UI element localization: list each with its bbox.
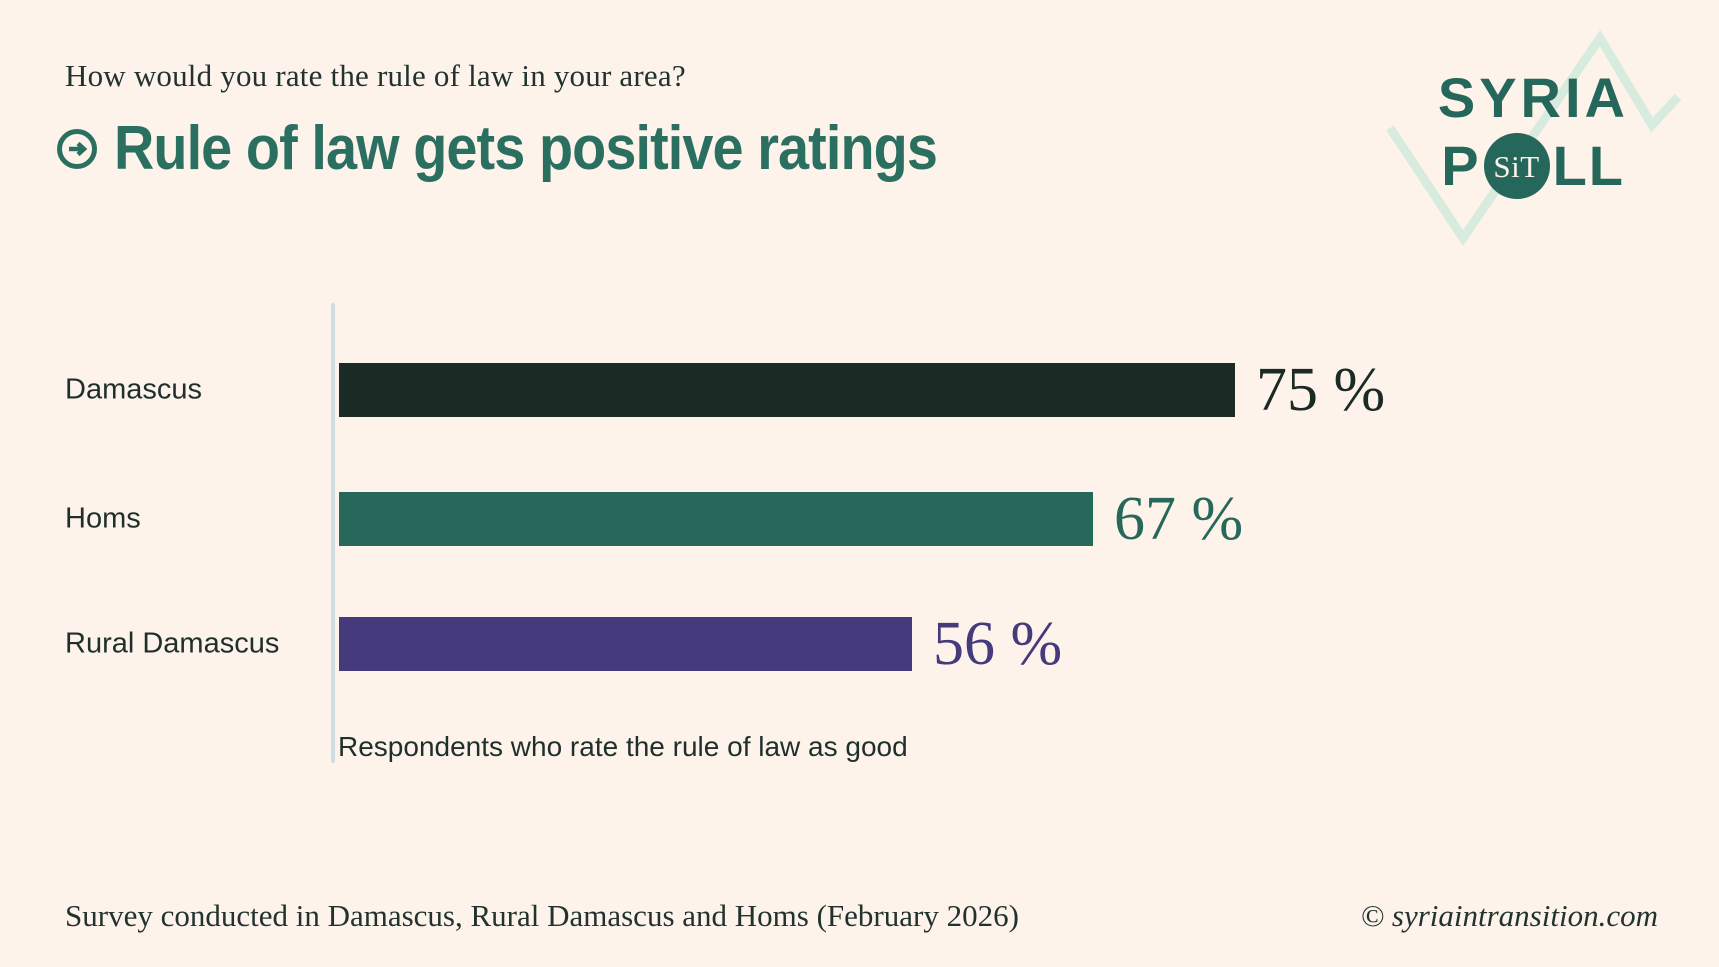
value-label: 67 % [1114,485,1244,553]
category-label: Damascus [65,373,202,406]
logo-letter-p: P [1441,134,1481,197]
sit-badge-label: SiT [1493,148,1540,184]
survey-question: How would you rate the rule of law in yo… [65,58,686,93]
sit-badge: SiT [1483,133,1550,199]
logo-letters-ll: LL [1552,134,1625,197]
chart-caption: Respondents who rate the rule of law as … [338,731,908,762]
survey-note: Survey conducted in Damascus, Rural Dama… [65,898,1019,933]
logo-word-syria: SYRIA [1437,66,1629,129]
category-label: Rural Damascus [65,627,280,660]
brand-logo: SYRIA P SiT LL [1438,70,1625,199]
value-label: 75 % [1256,356,1386,424]
y-axis-line [331,303,335,763]
bar [339,363,1235,417]
headline-row: Rule of law gets positive ratings [56,118,1028,180]
circled-right-arrow-icon [57,129,97,169]
bar [339,492,1093,546]
value-label: 56 % [933,610,1063,678]
copyright-credit: © syriaintransition.com [1360,898,1658,933]
zigzag-line-icon [1386,29,1682,246]
headline: Rule of law gets positive ratings [114,114,938,183]
logo-word-poll: P SiT LL [1441,133,1625,199]
bar [339,617,912,671]
category-label: Homs [65,502,141,535]
